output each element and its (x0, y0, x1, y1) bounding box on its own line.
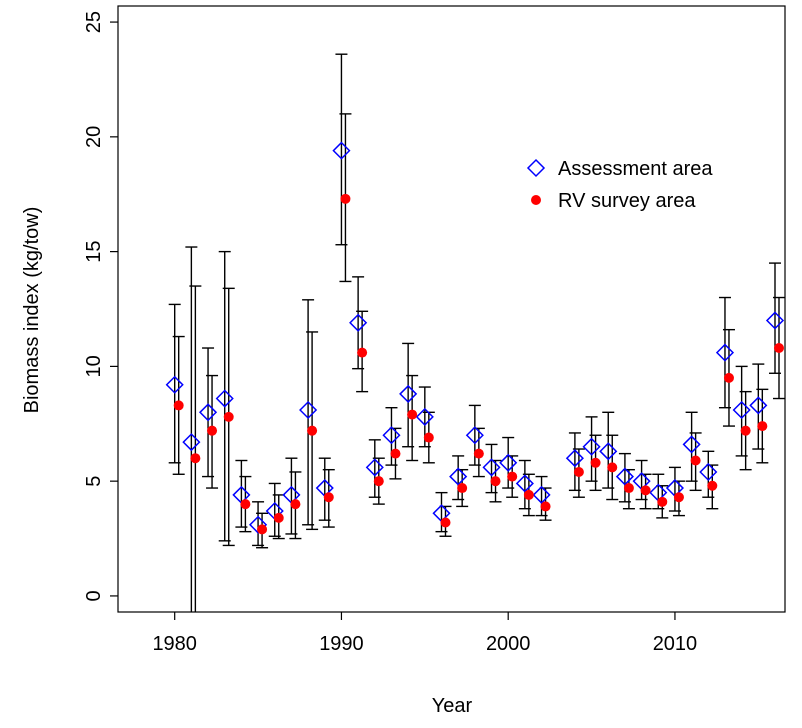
point-dot (523, 489, 534, 500)
point-dot (440, 517, 451, 528)
x-axis-label: Year (432, 695, 473, 717)
point-dot (723, 372, 734, 383)
point-dot (623, 483, 634, 494)
point-diamond (415, 407, 434, 426)
point-dot (473, 448, 484, 459)
point-dot (307, 425, 318, 436)
point-dot (390, 448, 401, 459)
point-diamond (299, 400, 318, 420)
y-tick-label: 25 (83, 11, 105, 33)
point-diamond (499, 453, 518, 472)
point-diamond (732, 400, 751, 420)
error-bar (185, 246, 198, 612)
point-dot (490, 476, 501, 487)
point-dot (173, 400, 184, 411)
point-diamond (699, 462, 718, 482)
x-tick-label: 1980 (152, 633, 197, 655)
x-tick-label: 1990 (319, 633, 364, 655)
point-diamond (165, 375, 184, 394)
point-diamond (765, 311, 785, 330)
point-diamond (382, 426, 401, 445)
point-dot (373, 476, 384, 487)
point-diamond (526, 158, 546, 178)
plot-box (117, 5, 786, 613)
point-dot (190, 453, 201, 464)
y-tick-label: 0 (83, 590, 105, 601)
point-dot (507, 471, 518, 482)
point-diamond (215, 389, 234, 408)
point-dot (757, 421, 768, 432)
point-diamond (449, 467, 468, 486)
point-dot (690, 455, 701, 466)
point-dot (607, 462, 618, 473)
y-axis-label: Biomass index (kg/tow) (21, 207, 43, 414)
point-dot (590, 457, 601, 468)
point-diamond (482, 458, 501, 477)
y-tick-label: 20 (83, 126, 105, 148)
point-dot (773, 343, 784, 354)
point-dot (707, 480, 718, 491)
point-dot (640, 485, 651, 496)
point-diamond (198, 403, 218, 422)
x-tick-label: 2000 (486, 633, 531, 655)
point-dot (290, 499, 301, 510)
point-diamond (182, 433, 201, 452)
point-dot (207, 425, 218, 436)
point-diamond (332, 141, 351, 160)
point-diamond (515, 474, 534, 493)
point-diamond (565, 449, 584, 468)
point-diamond (682, 435, 701, 454)
point-dot (673, 492, 684, 503)
point-diamond (465, 426, 484, 445)
point-diamond (599, 442, 618, 461)
point-dot (657, 496, 668, 507)
point-dot (423, 432, 434, 443)
point-diamond (399, 384, 418, 403)
point-dot (740, 425, 751, 436)
point-diamond (532, 485, 551, 504)
point-dot (531, 195, 541, 205)
point-dot (357, 347, 368, 358)
x-tick-label: 2010 (653, 633, 698, 655)
y-tick-label: 10 (83, 355, 105, 377)
point-dot (273, 512, 284, 523)
point-diamond (249, 515, 268, 534)
legend-label: RV survey area (558, 190, 696, 212)
point-diamond (349, 313, 368, 332)
point-dot (323, 492, 334, 503)
point-diamond (615, 467, 634, 486)
y-tick-label: 5 (83, 476, 105, 487)
point-diamond (715, 343, 735, 362)
point-dot (540, 501, 551, 512)
point-diamond (365, 458, 384, 477)
point-dot (340, 193, 351, 204)
point-diamond (582, 437, 601, 456)
plot-area (165, 53, 785, 612)
point-dot (407, 409, 418, 420)
y-tick-label: 15 (83, 240, 105, 262)
legend: Assessment area RV survey area (526, 158, 713, 212)
point-dot (457, 483, 468, 494)
point-dot (240, 499, 251, 510)
point-diamond (749, 396, 768, 415)
point-dot (573, 466, 584, 477)
legend-label: Assessment area (558, 158, 713, 180)
point-dot (257, 524, 268, 535)
point-dot (223, 411, 234, 422)
